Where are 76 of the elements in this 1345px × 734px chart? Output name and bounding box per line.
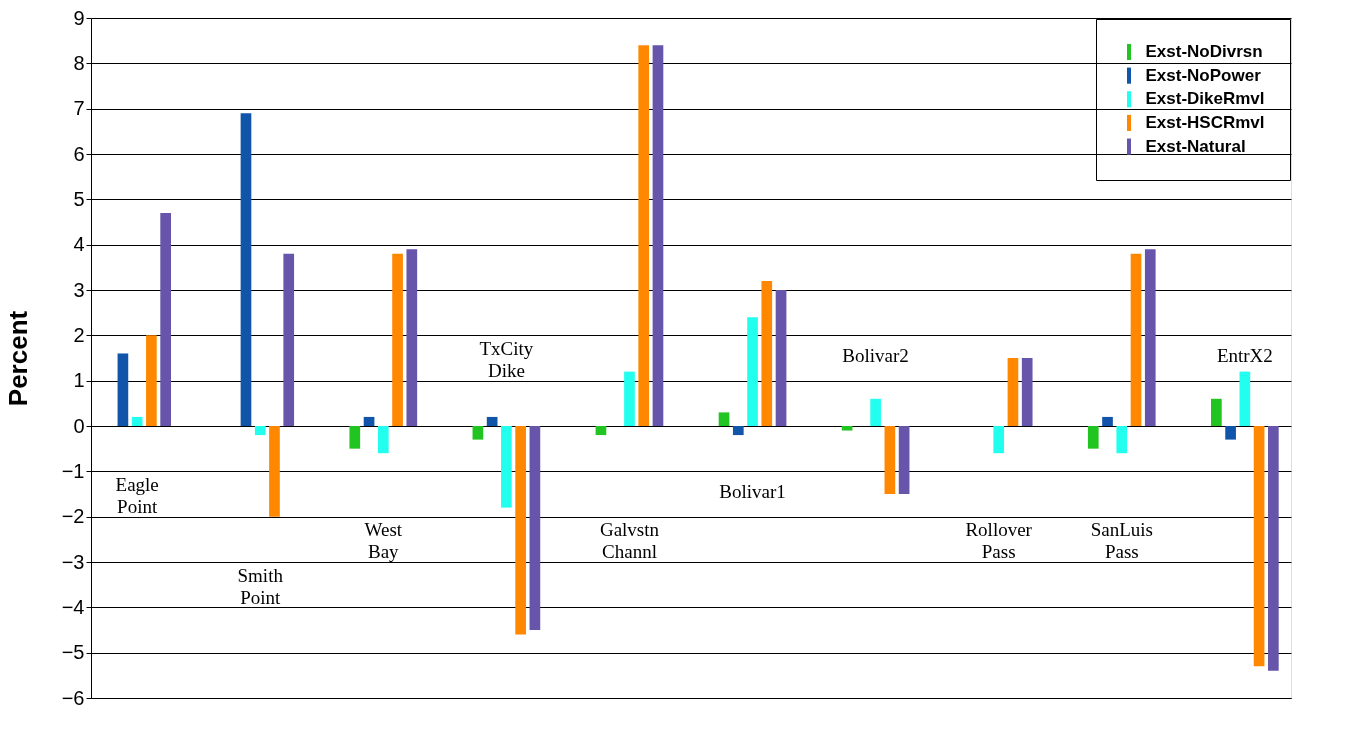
- bar: [501, 426, 512, 508]
- bar: [515, 426, 526, 635]
- y-tick-label: 3: [73, 278, 85, 301]
- bar: [1239, 371, 1251, 426]
- bar: [240, 113, 252, 426]
- bar: [1144, 249, 1156, 426]
- x-tick-label: Smith Point: [237, 564, 284, 608]
- y-tick-label: −1: [61, 459, 85, 482]
- bar: [775, 290, 787, 426]
- legend-label: Exst-DikeRmvl: [1145, 89, 1265, 109]
- x-tick-label: Rollover Pass: [965, 519, 1033, 563]
- bar: [1102, 416, 1113, 426]
- x-tick-label: Bolivar2: [842, 344, 909, 366]
- bar: [1007, 358, 1019, 426]
- legend-label: Exst-HSCRmvl: [1145, 112, 1265, 132]
- bar: [638, 45, 650, 426]
- bar: [392, 253, 403, 426]
- bar: [747, 317, 758, 426]
- x-tick-label: SanLuis Pass: [1090, 519, 1153, 563]
- y-tick-label: 4: [73, 233, 85, 256]
- bar: [1021, 358, 1033, 426]
- y-tick-label: 0: [73, 414, 85, 437]
- bar: [529, 426, 541, 630]
- y-tick-label: 8: [73, 51, 85, 74]
- legend-label: Exst-NoDivrsn: [1145, 42, 1263, 61]
- bar: [1253, 426, 1265, 667]
- bar: [841, 426, 853, 431]
- y-tick-label: 6: [73, 142, 85, 165]
- bar: [406, 249, 418, 426]
- bar: [624, 371, 635, 426]
- bar: [732, 426, 744, 436]
- bar: [1225, 426, 1236, 440]
- bar: [117, 353, 129, 426]
- bar: [884, 426, 896, 494]
- bar: [160, 212, 171, 426]
- y-tick-label: 9: [73, 6, 85, 29]
- bar: [718, 412, 730, 426]
- bar: [761, 280, 773, 426]
- bar: [349, 426, 361, 449]
- bar: [1268, 426, 1279, 671]
- y-tick-label: −4: [61, 595, 85, 618]
- bar: [472, 426, 484, 440]
- bar: [1211, 398, 1222, 426]
- y-tick-label: −3: [61, 550, 85, 573]
- x-tick-label: Eagle Point: [115, 473, 159, 517]
- bar: [486, 416, 498, 426]
- x-tick-label: TxCity Dike: [479, 337, 534, 381]
- y-tick-label: −6: [61, 686, 85, 709]
- bar: [870, 398, 881, 426]
- bar: [269, 426, 280, 517]
- bar: [652, 45, 664, 426]
- bar: [898, 426, 910, 494]
- y-axis-title: Percent: [2, 310, 33, 407]
- bar: [377, 426, 389, 454]
- bar: [1087, 426, 1099, 449]
- x-tick-label: EntrX2: [1216, 344, 1273, 366]
- bar: [1130, 253, 1142, 426]
- bar: [146, 335, 157, 426]
- legend-label: Exst-Natural: [1145, 136, 1246, 156]
- legend-label: Exst-NoPower: [1145, 65, 1262, 85]
- bar: [131, 416, 143, 426]
- y-tick-label: −5: [61, 641, 85, 664]
- y-tick-label: −2: [61, 505, 85, 528]
- bar: [993, 426, 1005, 454]
- bar: [363, 416, 375, 426]
- y-tick-label: 5: [73, 187, 85, 210]
- x-tick-label: Bolivar1: [719, 480, 786, 502]
- bar: [1116, 426, 1128, 454]
- bar: [595, 426, 607, 436]
- y-tick-label: 7: [73, 97, 85, 120]
- x-tick-label: West Bay: [364, 519, 403, 563]
- bar: [283, 253, 295, 426]
- y-tick-label: 2: [73, 323, 85, 346]
- bar: [254, 426, 266, 436]
- y-tick-label: 1: [73, 369, 85, 392]
- x-tick-label: Galvstn Channl: [599, 519, 660, 563]
